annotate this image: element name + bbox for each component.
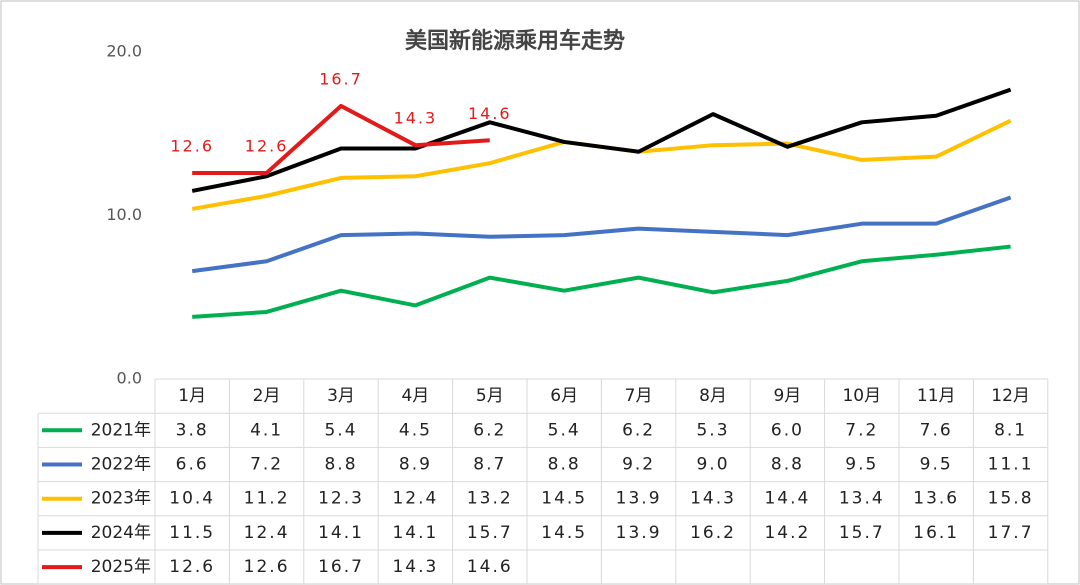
data-label: 12.6 (170, 136, 214, 155)
series-line (192, 103, 490, 175)
table-cell: 4.1 (250, 420, 283, 440)
x-tick-label: 12月 (991, 386, 1030, 406)
table-cell: 8.8 (324, 455, 357, 475)
x-tick-label: 10月 (842, 386, 881, 406)
table-cell: 14.5 (541, 523, 587, 543)
table-cell: 14.1 (318, 523, 364, 543)
x-tick-label: 2月 (253, 386, 281, 406)
table-cell: 6.2 (473, 420, 506, 440)
table-cell: 6.6 (176, 455, 209, 475)
table-cell: 13.9 (616, 489, 662, 509)
y-tick-label: 20.0 (106, 42, 142, 61)
table-cell: 5.4 (324, 420, 357, 440)
table-cell: 14.3 (392, 557, 438, 577)
table-cell: 10.4 (169, 489, 215, 509)
table-cell: 7.2 (845, 420, 878, 440)
table-cell: 5.3 (696, 420, 729, 440)
chart-title: 美国新能源乘用车走势 (405, 28, 625, 54)
data-label: 12.6 (245, 136, 289, 155)
table-cell: 13.2 (467, 489, 513, 509)
table-cell: 14.3 (690, 489, 736, 509)
table-cell: 11.1 (988, 455, 1034, 475)
legend-label: 2021年 (91, 420, 151, 440)
data-label: 14.6 (468, 104, 512, 123)
legend-label: 2025年 (91, 557, 151, 577)
legend-label: 2022年 (91, 455, 151, 475)
series-line (191, 87, 1012, 193)
table-cell: 13.6 (913, 489, 959, 509)
table-cell: 17.7 (988, 523, 1034, 543)
table-cell: 8.7 (473, 455, 506, 475)
table-cell: 8.8 (548, 455, 581, 475)
table-cell: 13.9 (616, 523, 662, 543)
table-cell: 12.6 (244, 557, 290, 577)
table-cell: 5.4 (548, 420, 581, 440)
table-cell: 15.8 (988, 489, 1034, 509)
table-cell: 6.2 (622, 420, 655, 440)
table-cell: 7.6 (920, 420, 953, 440)
y-tick-label: 0.0 (117, 369, 142, 388)
table-cell: 14.4 (764, 489, 810, 509)
table-cell: 9.5 (845, 455, 878, 475)
table-cell: 8.8 (771, 455, 804, 475)
x-tick-label: 8月 (699, 386, 727, 406)
x-tick-label: 11月 (917, 386, 956, 406)
legend-label: 2024年 (91, 523, 151, 543)
x-tick-label: 7月 (625, 386, 653, 406)
table-cell: 8.1 (994, 420, 1027, 440)
table-cell: 15.7 (467, 523, 513, 543)
table-cell: 14.1 (392, 523, 438, 543)
table-cell: 6.0 (771, 420, 804, 440)
data-label: 14.3 (394, 109, 438, 128)
table-cell: 14.5 (541, 489, 587, 509)
table-cell: 9.2 (622, 455, 655, 475)
y-tick-label: 10.0 (106, 205, 142, 224)
table-cell: 12.4 (244, 523, 290, 543)
table-cell: 11.2 (244, 489, 290, 509)
legend-label: 2023年 (91, 489, 151, 509)
data-label: 16.7 (319, 69, 363, 88)
x-tick-label: 5月 (476, 386, 504, 406)
table-cell: 12.3 (318, 489, 364, 509)
series-line (192, 244, 1011, 319)
x-tick-label: 1月 (178, 386, 206, 406)
table-cell: 9.0 (696, 455, 729, 475)
table-cell: 12.6 (169, 557, 215, 577)
table-cell: 16.7 (318, 557, 364, 577)
table-cell: 14.6 (467, 557, 513, 577)
table-cell: 14.2 (764, 523, 810, 543)
table-cell: 16.1 (913, 523, 959, 543)
x-tick-label: 9月 (773, 386, 801, 406)
table-cell: 3.8 (176, 420, 209, 440)
x-tick-label: 6月 (550, 386, 578, 406)
table-cell: 4.5 (399, 420, 432, 440)
series-line (191, 195, 1012, 274)
x-tick-label: 4月 (401, 386, 429, 406)
table-cell: 9.5 (920, 455, 953, 475)
table-cell: 13.4 (839, 489, 885, 509)
table-cell: 8.9 (399, 455, 432, 475)
table-cell: 11.5 (169, 523, 215, 543)
table-cell: 16.2 (690, 523, 736, 543)
table-cell: 12.4 (392, 489, 438, 509)
table-cell: 15.7 (839, 523, 885, 543)
x-tick-label: 3月 (327, 386, 355, 406)
table-cell: 7.2 (250, 455, 283, 475)
